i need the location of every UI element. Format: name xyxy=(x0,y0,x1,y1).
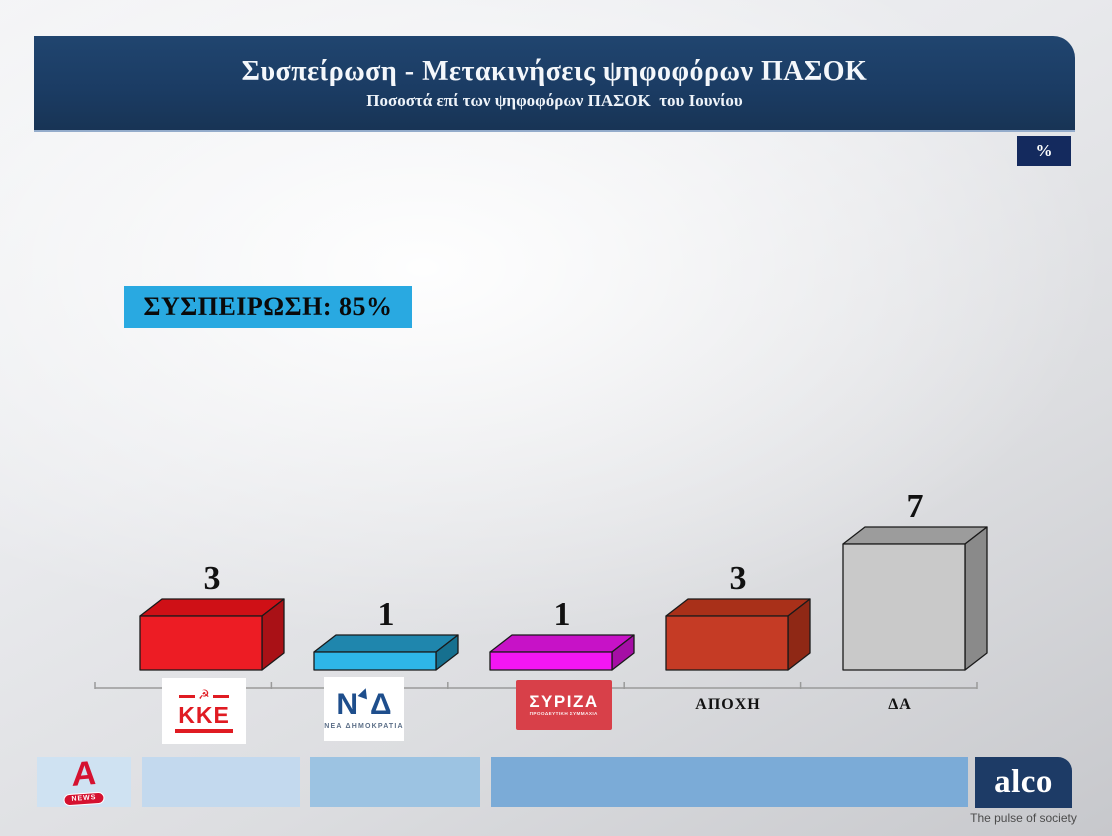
page-subtitle: Ποσοστά επί των ψηφοφόρων ΠΑΣΟΚ του Ιουν… xyxy=(366,90,743,110)
nd-letter-n: Ν xyxy=(336,688,359,721)
kke-underline xyxy=(175,729,233,733)
bar-front-face xyxy=(313,651,437,671)
kke-logo: ☭ ΚΚΕ xyxy=(162,678,246,744)
page-title: Συσπείρωση - Μετακινήσεις ψηφοφόρων ΠΑΣΟ… xyxy=(241,55,868,87)
nd-letter-d: Δ xyxy=(370,688,392,721)
bar-value-label: 1 xyxy=(554,596,571,633)
nd-accent-icon xyxy=(357,686,371,700)
alpha-letter-icon: A xyxy=(71,754,97,794)
cohesion-annotation: ΣΥΣΠΕΙΡΩΣΗ: 85% xyxy=(124,286,412,328)
alco-logo: alco xyxy=(975,757,1072,808)
syriza-logo-text: ΣΥΡΙΖΑ xyxy=(529,692,599,711)
nea-dimokratia-logo: Ν Δ ΝΕΑ ΔΗΜΟΚΡΑΤΙΑ xyxy=(324,677,404,741)
alco-logo-text: alco xyxy=(994,764,1053,800)
bar-top-face xyxy=(665,598,811,617)
bar-top-face xyxy=(489,634,635,653)
bar-front-face xyxy=(665,615,789,671)
bar-top-face xyxy=(842,526,988,545)
syriza-logo-subtext: ΠΡΟΟΔΕΥΤΙΚΗ ΣΥΜΜΑΧΙΑ xyxy=(529,711,599,717)
bar-top-face xyxy=(139,598,285,617)
bar-side-face xyxy=(964,526,988,671)
category-label-da: ΔΑ xyxy=(888,696,912,713)
kke-line xyxy=(212,694,229,698)
alpha-news-logo: A NEWS xyxy=(62,754,106,807)
bar-front-face xyxy=(489,651,613,671)
bar-2 xyxy=(313,634,459,671)
category-label-apoxh: ΑΠΟΧΗ xyxy=(695,696,761,713)
bar-front-face xyxy=(139,615,263,671)
header-banner: Συσπείρωση - Μετακινήσεις ψηφοφόρων ΠΑΣΟ… xyxy=(34,36,1075,132)
bar-value-label: 7 xyxy=(907,488,924,525)
kke-line xyxy=(179,694,196,698)
nd-monogram: Ν Δ xyxy=(336,686,392,721)
footer-strip-segment-2 xyxy=(142,757,300,807)
percent-unit-badge: % xyxy=(1017,136,1071,166)
footer-strip-segment-3 xyxy=(310,757,480,807)
bar-value-label: 1 xyxy=(378,596,395,633)
alco-tagline: The pulse of society xyxy=(970,811,1077,825)
footer-strip-segment-1: A NEWS xyxy=(37,754,131,807)
alpha-news-badge: NEWS xyxy=(63,791,105,807)
bar-value-label: 3 xyxy=(204,560,221,597)
footer-strip-segment-4 xyxy=(491,757,968,807)
bar-4 xyxy=(665,598,811,671)
bar-1 xyxy=(139,598,285,671)
syriza-logo: ΣΥΡΙΖΑ ΠΡΟΟΔΕΥΤΙΚΗ ΣΥΜΜΑΧΙΑ xyxy=(516,680,612,730)
bar-front-face xyxy=(842,543,966,671)
hammer-sickle-icon: ☭ xyxy=(198,688,210,703)
kke-logo-top: ☭ xyxy=(179,689,229,703)
bar-3 xyxy=(489,634,635,671)
bar-5 xyxy=(842,526,988,671)
nd-logo-text: ΝΕΑ ΔΗΜΟΚΡΑΤΙΑ xyxy=(324,723,404,730)
bar-top-face xyxy=(313,634,459,653)
bar-value-label: 3 xyxy=(730,560,747,597)
kke-logo-text: ΚΚΕ xyxy=(178,702,230,728)
